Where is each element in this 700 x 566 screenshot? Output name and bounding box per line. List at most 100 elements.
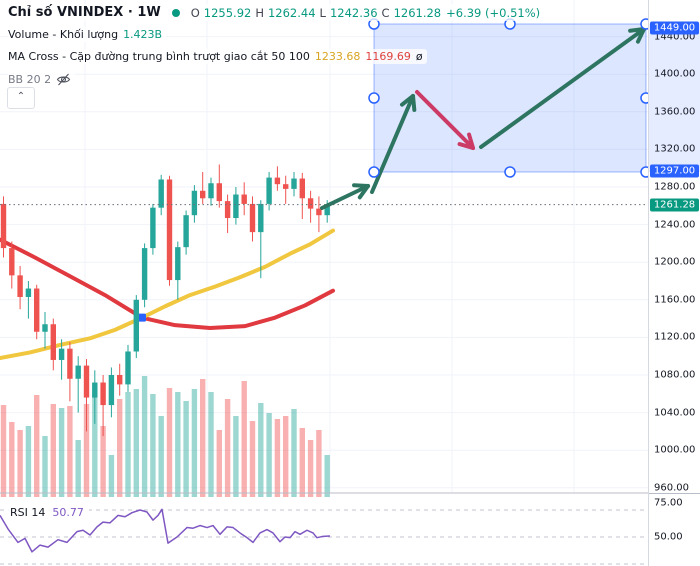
price-level-badge: 1297.00 xyxy=(650,164,699,178)
change-value: +6.39 (+0.51%) xyxy=(446,5,541,20)
volume-bar xyxy=(108,455,115,497)
candle-body xyxy=(50,324,56,360)
rsi-axis-label: 50.00 xyxy=(654,531,683,543)
volume-bar xyxy=(224,399,231,497)
rsi-line xyxy=(0,508,331,553)
volume-bar xyxy=(83,404,90,497)
drawing-arrowhead[interactable] xyxy=(467,132,475,150)
volume-bar xyxy=(125,392,131,497)
volume-bar xyxy=(92,394,98,497)
bb-indicator-label: BB 20 2 xyxy=(8,73,52,86)
volume-bar xyxy=(183,401,189,497)
drawing-price-range-highlight xyxy=(649,24,700,172)
volume-bar xyxy=(0,405,7,497)
volume-bar xyxy=(42,436,48,497)
volume-bar xyxy=(233,416,239,497)
ma-cross-marker xyxy=(138,313,146,322)
indicator-bb[interactable]: BB 20 2 xyxy=(8,71,76,88)
pane-separator-axis xyxy=(649,493,700,494)
close-value: 1261.28 xyxy=(393,5,442,20)
price-axis-label: 1400.00 xyxy=(654,68,696,80)
volume-bar xyxy=(75,440,81,497)
drawing-arrowhead[interactable] xyxy=(628,27,646,33)
candle-body xyxy=(75,365,81,379)
volume-bar xyxy=(208,392,214,497)
ma100-value: 1169.69 xyxy=(365,50,411,63)
volume-bar xyxy=(316,430,322,497)
price-level-badge: 1449.00 xyxy=(650,21,699,35)
volume-bar xyxy=(266,413,272,497)
volume-bar xyxy=(258,403,264,497)
legend-collapse-button[interactable]: ⌃ xyxy=(7,87,35,109)
ma50-line xyxy=(0,228,335,361)
open-value: 1255.92 xyxy=(203,5,252,20)
price-axis-label: 1240.00 xyxy=(654,219,696,231)
volume-bar xyxy=(133,389,139,497)
volume-bar xyxy=(141,376,148,497)
low-value: 1242.36 xyxy=(329,5,378,20)
selection-handle[interactable] xyxy=(368,166,380,178)
candle-body xyxy=(92,382,98,398)
drawing-arrowhead[interactable] xyxy=(400,94,415,107)
volume-bar xyxy=(200,379,206,497)
price-axis-label: 1080.00 xyxy=(654,369,696,381)
rsi-legend[interactable]: RSI 14 50.77 xyxy=(8,505,89,520)
price-axis-label: 1360.00 xyxy=(654,106,696,118)
volume-bar xyxy=(307,440,314,497)
selection-handle[interactable] xyxy=(368,92,380,104)
volume-bar xyxy=(324,455,330,497)
ma-cross-extra-icon[interactable]: ø xyxy=(415,50,423,63)
symbol-title[interactable]: Chỉ số VNINDEX · 1W xyxy=(8,5,161,20)
price-axis[interactable]: 1440.00 1400.00 1360.00 1320.00 1280.00 1240.… xyxy=(648,0,700,566)
volume-bar xyxy=(216,430,222,497)
candle-body xyxy=(241,194,247,204)
high-label: H xyxy=(255,5,264,20)
indicator-volume[interactable]: Volume - Khối lượng 1.423B xyxy=(8,27,167,42)
rsi-value: 50.77 xyxy=(52,506,84,519)
high-value: 1262.44 xyxy=(267,5,316,20)
rsi-axis-label: 75.00 xyxy=(654,497,683,509)
volume-bar xyxy=(291,409,297,497)
candle-body xyxy=(17,275,23,297)
open-label: O xyxy=(190,5,200,20)
candle-body xyxy=(158,179,164,208)
candle-body xyxy=(100,382,106,406)
volume-value: 1.423B xyxy=(123,28,163,41)
rsi-indicator-label: RSI 14 xyxy=(10,506,46,519)
candle-body xyxy=(208,183,214,199)
volume-bar xyxy=(274,419,281,497)
candle-body xyxy=(42,324,48,332)
volume-bar xyxy=(17,430,23,497)
candle-body xyxy=(233,194,239,219)
low-label: L xyxy=(319,5,326,20)
candle-body xyxy=(249,203,256,233)
volume-bar xyxy=(58,408,65,497)
selection-handle[interactable] xyxy=(504,166,516,178)
price-axis-label: 1120.00 xyxy=(654,331,696,343)
candle-body xyxy=(283,184,289,189)
volume-bar xyxy=(67,406,73,497)
volume-bar xyxy=(117,399,123,497)
indicator-ma-cross[interactable]: MA Cross - Cặp đường trung bình trượt gi… xyxy=(8,49,427,64)
candle-body xyxy=(258,203,264,233)
candle-body xyxy=(324,204,330,216)
candle-body xyxy=(34,288,40,332)
drawing-arrow-green[interactable] xyxy=(479,27,646,149)
eye-hidden-icon[interactable] xyxy=(56,72,71,87)
price-axis-label: 1320.00 xyxy=(654,143,696,155)
volume-indicator-label: Volume - Khối lượng xyxy=(8,28,119,41)
volume-bar xyxy=(283,416,289,497)
current-price-badge: 1261.28 xyxy=(650,198,699,212)
candle-body xyxy=(216,183,222,202)
candle-body xyxy=(58,348,65,360)
drawing-arrow-green[interactable] xyxy=(320,184,370,210)
drawing-arrow-red[interactable] xyxy=(415,90,475,150)
volume-bar xyxy=(241,381,247,497)
candle-body xyxy=(108,375,115,406)
drawing-arrowhead[interactable] xyxy=(352,183,370,188)
candle-body xyxy=(141,248,148,300)
price-axis-label: 1000.00 xyxy=(654,444,696,456)
drawing-arrow-green[interactable] xyxy=(370,94,415,194)
